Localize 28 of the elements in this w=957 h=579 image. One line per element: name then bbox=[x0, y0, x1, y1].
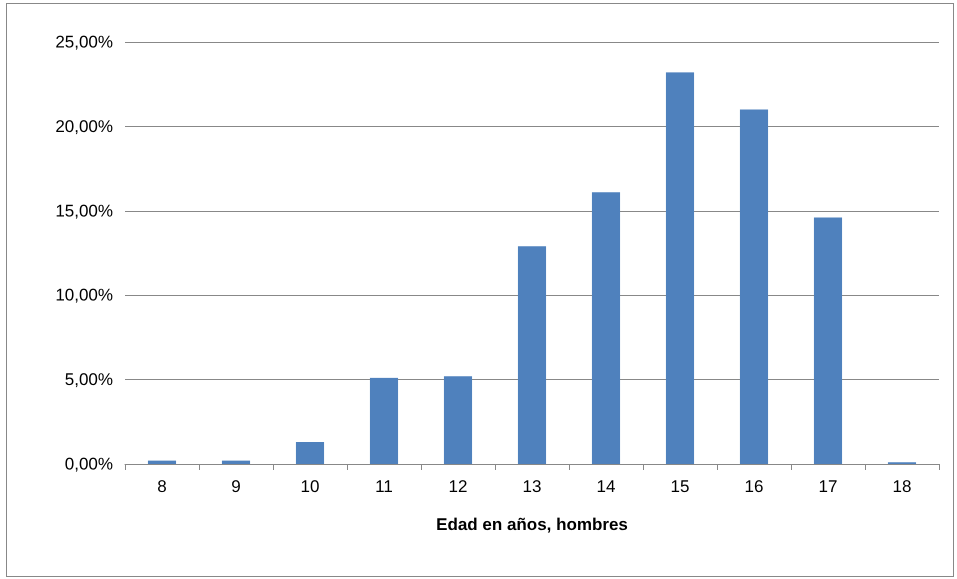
bar bbox=[222, 460, 250, 464]
x-tick-label: 15 bbox=[670, 477, 690, 496]
y-tick-label: 25,00% bbox=[55, 32, 113, 52]
x-tick-label: 12 bbox=[448, 477, 468, 496]
bar bbox=[444, 376, 472, 464]
x-tick-label: 16 bbox=[744, 477, 764, 496]
x-tick-label: 8 bbox=[157, 477, 167, 496]
x-tick-label: 17 bbox=[818, 477, 838, 496]
y-tick-label: 0,00% bbox=[64, 454, 113, 474]
bar bbox=[814, 218, 842, 464]
bar bbox=[666, 72, 694, 464]
bar bbox=[296, 442, 324, 464]
y-tick-label: 5,00% bbox=[64, 370, 113, 390]
bar bbox=[370, 378, 398, 464]
x-tick-label: 14 bbox=[596, 477, 616, 496]
x-tick-label: 18 bbox=[892, 477, 912, 496]
y-tick-label: 15,00% bbox=[55, 201, 113, 220]
x-tick-label: 9 bbox=[231, 477, 241, 496]
bar bbox=[592, 192, 620, 464]
x-axis-title: Edad en años, hombres bbox=[436, 515, 628, 534]
x-tick-label: 13 bbox=[522, 477, 542, 496]
bar bbox=[518, 246, 546, 464]
bar bbox=[740, 110, 768, 464]
x-tick-label: 11 bbox=[375, 477, 393, 496]
y-tick-label: 10,00% bbox=[55, 286, 113, 305]
x-tick-label: 10 bbox=[300, 477, 320, 496]
bar bbox=[148, 460, 176, 464]
y-tick-label: 20,00% bbox=[55, 116, 113, 136]
